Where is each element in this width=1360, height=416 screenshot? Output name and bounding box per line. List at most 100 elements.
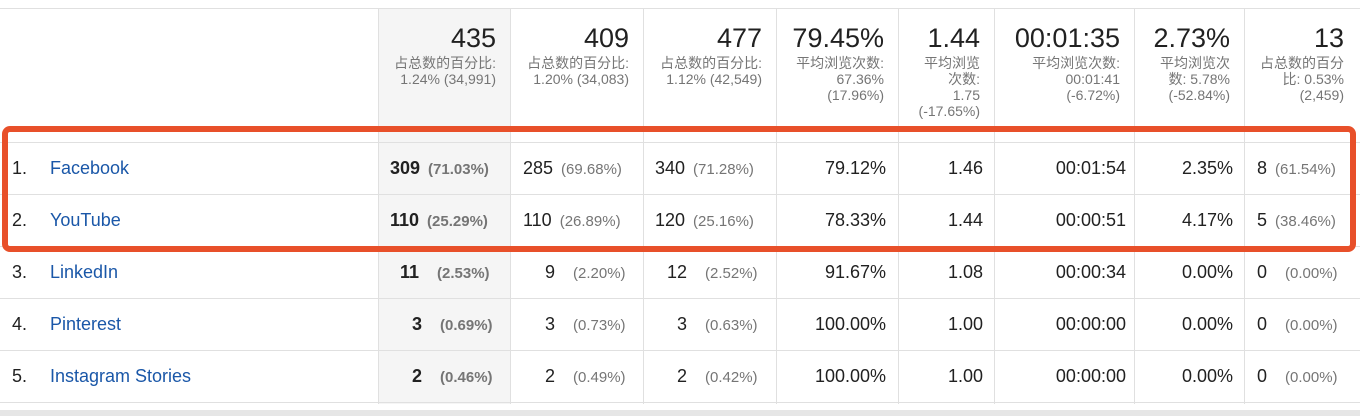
- column-divider: [1244, 8, 1245, 404]
- row-index: 5.: [12, 366, 28, 386]
- metric-cell: 12 (2.52%): [667, 246, 758, 298]
- metric-cell: 340 (71.28%): [655, 142, 754, 194]
- header-total-value: 2.73%: [1153, 23, 1230, 53]
- metric-cell: 285 (69.68%): [523, 142, 622, 194]
- source-link[interactable]: YouTube: [50, 210, 121, 230]
- cell-percent: (0.49%): [573, 369, 626, 386]
- cell-value: 3: [545, 314, 556, 334]
- source-link[interactable]: Pinterest: [50, 314, 122, 334]
- header-total-col2: 409 占总数的百分比: 1.20% (34,083): [510, 8, 643, 126]
- metric-cell: 9 (2.20%): [545, 246, 626, 298]
- avg-duration-cell: 00:00:51: [1055, 210, 1126, 230]
- cell-value: 285: [523, 158, 554, 178]
- row-divider: [0, 142, 1360, 143]
- table-row: 3. LinkedIn 11 (2.53%) 9 (2.20%) 12 (2.52%)…: [0, 246, 1360, 298]
- horizontal-scrollbar[interactable]: [0, 410, 1360, 416]
- cell-percent: (26.89%): [559, 213, 621, 230]
- sessions-cell: 309 (71.03%): [390, 142, 489, 194]
- cell-value: 0: [1257, 366, 1268, 386]
- row-index: 1.: [12, 158, 28, 178]
- header-total-value: 477: [716, 23, 762, 53]
- column-divider: [776, 8, 777, 404]
- table-row: 1. Facebook 309 (71.03%) 285 (69.68%) 340 (…: [0, 142, 1360, 194]
- row-index: 4.: [12, 314, 28, 334]
- column-divider: [898, 8, 899, 404]
- header-total-col5: 1.44 平均浏览次数: 1.75 (-17.65%): [898, 8, 994, 126]
- cell-value: 12: [667, 262, 688, 282]
- header-total-subtext: 平均浏览次数: 00:01:41 (-6.72%): [1032, 55, 1120, 103]
- avg-duration-cell: 00:00:00: [1055, 314, 1126, 334]
- cell-value: 340: [655, 158, 686, 178]
- cell-value: 9: [545, 262, 556, 282]
- goal-cell: 5 (38.46%): [1257, 194, 1336, 246]
- header-total-value: 79.45%: [792, 23, 884, 53]
- bounce-rate-cell: 79.12%: [824, 158, 886, 178]
- table-row: 5. Instagram Stories 2 (0.46%) 2 (0.49%) 2…: [0, 350, 1360, 402]
- source-link[interactable]: LinkedIn: [50, 262, 119, 282]
- cell-percent: (71.28%): [693, 161, 754, 178]
- source-link[interactable]: Instagram Stories: [50, 366, 192, 386]
- conversion-rate-cell: 0.00%: [1181, 262, 1233, 282]
- header-total-col7: 2.73% 平均浏览次数: 5.78% (-52.84%): [1134, 8, 1244, 126]
- header-total-value: 13: [1313, 23, 1344, 53]
- cell-value: 0: [1257, 314, 1268, 334]
- cell-value: 110: [390, 210, 420, 230]
- bounce-rate-cell: 91.67%: [824, 262, 886, 282]
- pages-per-session-cell: 1.00: [947, 366, 983, 386]
- header-total-subtext: 占总数的百分比: 1.20% (34,083): [527, 55, 629, 87]
- cell-percent: (0.00%): [1285, 317, 1338, 334]
- header-total-col6: 00:01:35 平均浏览次数: 00:01:41 (-6.72%): [994, 8, 1134, 126]
- goal-cell: 8 (61.54%): [1257, 142, 1336, 194]
- row-divider: [0, 350, 1360, 351]
- cell-percent: (25.16%): [693, 213, 754, 230]
- header-total-subtext: 占总数的百分比: 0.53% (2,459): [1260, 55, 1344, 103]
- header-total-col8: 13 占总数的百分比: 0.53% (2,459): [1244, 8, 1360, 126]
- cell-percent: (71.03%): [428, 161, 489, 178]
- cell-percent: (38.46%): [1275, 213, 1336, 230]
- conversion-rate-cell: 2.35%: [1181, 158, 1233, 178]
- pages-per-session-cell: 1.46: [947, 158, 983, 178]
- cell-percent: (0.46%): [440, 369, 493, 386]
- row-divider: [0, 402, 1360, 403]
- cell-value: 11: [400, 262, 420, 282]
- row-divider: [0, 298, 1360, 299]
- cell-percent: (61.54%): [1275, 161, 1336, 178]
- metric-cell: 2 (0.42%): [677, 350, 758, 402]
- metric-cell: 120 (25.16%): [655, 194, 754, 246]
- cell-percent: (2.20%): [573, 265, 626, 282]
- cell-value: 110: [523, 210, 552, 230]
- cell-value: 0: [1257, 262, 1268, 282]
- cell-value: 2: [412, 366, 423, 386]
- pages-per-session-cell: 1.08: [947, 262, 983, 282]
- header-total-subtext: 平均浏览次数: 1.75 (-17.65%): [918, 55, 980, 119]
- bounce-rate-cell: 100.00%: [814, 314, 886, 334]
- avg-duration-cell: 00:00:00: [1055, 366, 1126, 386]
- table-row: 4. Pinterest 3 (0.69%) 3 (0.73%) 3 (0.63%) …: [0, 298, 1360, 350]
- source-link[interactable]: Facebook: [50, 158, 130, 178]
- header-total-col4: 79.45% 平均浏览次数: 67.36% (17.96%): [776, 8, 898, 126]
- table-row: 2. YouTube 110 (25.29%) 110 (26.89%) 120 (2…: [0, 194, 1360, 246]
- column-divider: [994, 8, 995, 404]
- cell-percent: (0.69%): [440, 317, 493, 334]
- pages-per-session-cell: 1.00: [947, 314, 983, 334]
- cell-value: 5: [1257, 210, 1268, 230]
- conversion-rate-cell: 0.00%: [1181, 366, 1233, 386]
- cell-percent: (0.00%): [1285, 265, 1338, 282]
- conversion-rate-cell: 4.17%: [1181, 210, 1233, 230]
- cell-percent: (0.00%): [1285, 369, 1338, 386]
- sorted-column-background: [378, 8, 510, 404]
- row-index: 2.: [12, 210, 28, 230]
- column-divider: [510, 8, 511, 404]
- column-divider: [378, 8, 379, 404]
- bounce-rate-cell: 78.33%: [824, 210, 886, 230]
- cell-percent: (69.68%): [561, 161, 622, 178]
- sessions-cell: 2 (0.46%): [412, 350, 493, 402]
- header-total-value: 435: [450, 23, 496, 53]
- column-divider: [643, 8, 644, 404]
- header-total-subtext: 占总数的百分比: 1.12% (42,549): [660, 55, 762, 87]
- cell-value: 309: [390, 158, 421, 178]
- avg-duration-cell: 00:00:34: [1055, 262, 1126, 282]
- header-total-sessions: 435 占总数的百分比: 1.24% (34,991): [378, 8, 510, 126]
- sessions-cell: 11 (2.53%): [400, 246, 490, 298]
